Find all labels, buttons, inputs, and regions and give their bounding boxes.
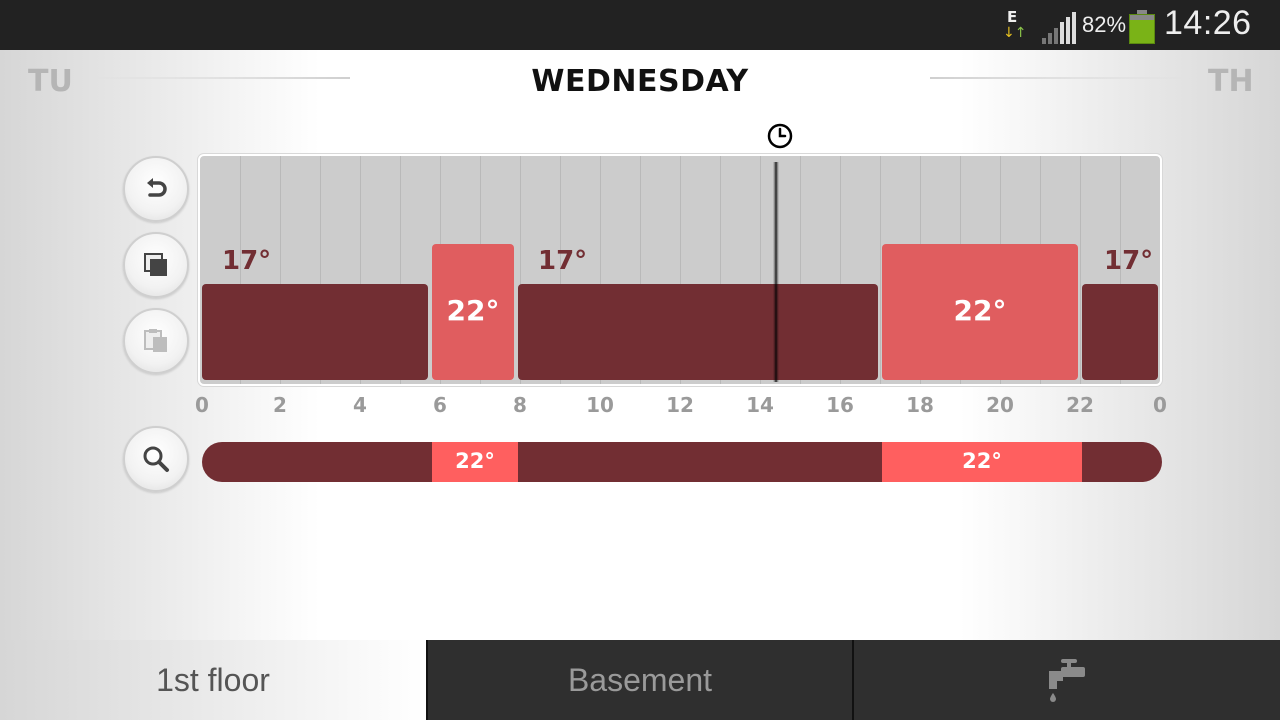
- tab-basement[interactable]: Basement: [426, 640, 852, 720]
- hour-tick-label: 18: [906, 393, 934, 417]
- schedule-block-high[interactable]: 22°: [882, 244, 1078, 380]
- schedule-chart[interactable]: 17° 22° 17° 22° 17°: [198, 154, 1162, 386]
- next-day-button[interactable]: TH: [1208, 64, 1254, 99]
- schedule-screen: TU WEDNESDAY TH 17° 22° 17° 22° 17°: [0, 50, 1280, 640]
- hour-tick-label: 22: [1066, 393, 1094, 417]
- hour-gridline: [840, 156, 841, 384]
- overview-temperature: 22°: [962, 449, 1002, 473]
- hour-gridline: [400, 156, 401, 384]
- water-tap-icon: [1049, 659, 1085, 702]
- hour-gridline: [560, 156, 561, 384]
- overview-temperature: 22°: [455, 449, 495, 473]
- hour-gridline: [520, 156, 521, 384]
- tab-hot-water[interactable]: [852, 640, 1280, 720]
- hour-tick-label: 14: [746, 393, 774, 417]
- paste-button[interactable]: [123, 308, 189, 374]
- hour-tick-label: 4: [353, 393, 367, 417]
- current-time-indicator: [773, 162, 779, 382]
- divider-right: [930, 77, 1190, 79]
- day-overview-bar[interactable]: 22° 22°: [202, 442, 1162, 482]
- block-temperature: 17°: [538, 246, 588, 276]
- search-icon: [143, 446, 169, 472]
- copy-button[interactable]: [123, 232, 189, 298]
- zoom-button[interactable]: [123, 426, 189, 492]
- zone-tabs: 1st floor Basement: [0, 640, 1280, 720]
- network-type: E: [1007, 8, 1018, 26]
- status-bar: E ↓↑ 82% 14:26: [0, 0, 1280, 50]
- hour-gridline: [760, 156, 761, 384]
- network-data-icon: E ↓↑: [1003, 8, 1027, 41]
- block-temperature: 17°: [1104, 246, 1154, 276]
- hour-tick-label: 0: [1153, 393, 1167, 417]
- schedule-block-high[interactable]: 22°: [432, 244, 514, 380]
- overview-segment-high: 22°: [432, 442, 518, 482]
- hour-tick-label: 10: [586, 393, 614, 417]
- previous-day-button[interactable]: TU: [28, 64, 73, 99]
- divider-left: [90, 77, 350, 79]
- hour-gridline: [880, 156, 881, 384]
- block-temperature: 17°: [222, 246, 272, 276]
- schedule-block-low[interactable]: [518, 284, 878, 380]
- hour-gridline: [1080, 156, 1081, 384]
- hour-tick-label: 20: [986, 393, 1014, 417]
- block-temperature: 22°: [953, 294, 1007, 327]
- hour-gridline: [640, 156, 641, 384]
- hour-tick-label: 16: [826, 393, 854, 417]
- block-temperature: 22°: [446, 294, 500, 327]
- undo-button[interactable]: [123, 156, 189, 222]
- hour-gridline: [600, 156, 601, 384]
- hour-tick-label: 2: [273, 393, 287, 417]
- schedule-block-low[interactable]: [202, 284, 428, 380]
- hour-tick-label: 8: [513, 393, 527, 417]
- hour-tick-label: 6: [433, 393, 447, 417]
- hour-gridline: [320, 156, 321, 384]
- hour-gridline: [680, 156, 681, 384]
- hour-gridline: [720, 156, 721, 384]
- overview-segment-high: 22°: [882, 442, 1082, 482]
- hour-tick-label: 0: [195, 393, 209, 417]
- clock-time: 14:26: [1164, 4, 1252, 42]
- undo-icon: [147, 178, 167, 197]
- page-title: WEDNESDAY: [531, 64, 749, 99]
- hour-tick-label: 12: [666, 393, 694, 417]
- schedule-block-low[interactable]: [1082, 284, 1158, 380]
- copy-icon: [144, 253, 167, 276]
- hour-gridline: [360, 156, 361, 384]
- hour-gridline: [800, 156, 801, 384]
- paste-icon: [144, 329, 167, 352]
- hour-gridline: [1120, 156, 1121, 384]
- tab-1st-floor[interactable]: 1st floor: [156, 661, 270, 698]
- signal-icon: [1042, 12, 1076, 44]
- battery-percent: 82%: [1082, 12, 1127, 37]
- clock-icon: [767, 123, 793, 149]
- battery-icon: [1129, 10, 1155, 44]
- hour-gridline: [240, 156, 241, 384]
- hour-gridline: [280, 156, 281, 384]
